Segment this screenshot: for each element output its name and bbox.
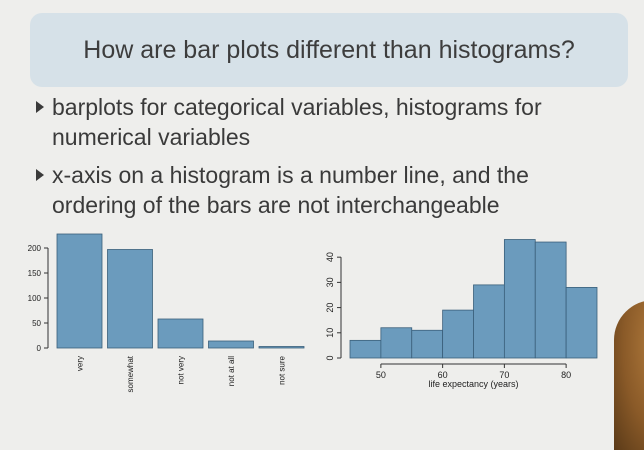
x-tick-label: not sure [278, 355, 287, 384]
bullet-arrow-icon [36, 101, 44, 113]
histogram-chart: 0 10 20 30 40 50 60 70 80 life expectancy (years) [325, 239, 598, 389]
y-tick-label: 0 [325, 355, 335, 360]
histogram-bar [349, 339, 382, 359]
bar [157, 318, 204, 349]
x-tick-label: 70 [499, 370, 509, 380]
histogram-bar [473, 284, 505, 359]
histogram-bar [565, 287, 598, 359]
x-tick-label: 50 [376, 370, 386, 380]
bar [208, 340, 254, 349]
x-axis-label: life expectancy (years) [428, 379, 518, 389]
x-tick-label: somewhat [126, 355, 135, 392]
bullet-line: numerical variables [52, 124, 251, 150]
y-tick-label: 150 [28, 269, 42, 278]
bullet-line: x-axis on a histogram is a number line, … [52, 162, 529, 188]
y-tick-label: 200 [28, 244, 42, 253]
title-banner: How are bar plots different than histogr… [30, 13, 628, 87]
histogram-bar [411, 329, 444, 359]
bullet-histogram-axis: x-axis on a histogram is a number line, … [36, 160, 529, 220]
histogram-bar [534, 241, 567, 359]
histogram-bar [380, 327, 413, 359]
bullet-arrow-icon [36, 169, 44, 181]
slide-title: How are bar plots different than histogr… [83, 36, 575, 64]
x-tick-label: 60 [438, 370, 448, 380]
categorical-bar-chart: 0 50 100 150 200 very somewhat not very not at a… [28, 233, 305, 392]
x-tick-label: 80 [561, 370, 571, 380]
y-tick-label: 50 [32, 319, 41, 328]
bullet-line: barplots for categorical variables, hist… [52, 94, 542, 120]
y-tick-label: 40 [325, 252, 335, 262]
bar [107, 249, 153, 349]
y-tick-label: 0 [37, 344, 42, 353]
y-tick-label: 20 [325, 303, 335, 313]
y-tick-label: 100 [28, 294, 42, 303]
histogram-bar [442, 309, 474, 359]
y-tick-label: 30 [325, 277, 335, 287]
bullet-line: ordering of the bars are not interchange… [52, 192, 500, 218]
x-tick-label: not at all [227, 356, 236, 386]
bar [56, 233, 103, 349]
y-tick-label: 10 [325, 328, 335, 338]
x-tick-label: very [76, 356, 85, 371]
bar [258, 346, 305, 349]
presenter-figure [614, 300, 644, 450]
bullet-barplots: barplots for categorical variables, hist… [36, 92, 542, 152]
histogram-bar [503, 239, 536, 359]
x-tick-label: not very [177, 356, 186, 384]
